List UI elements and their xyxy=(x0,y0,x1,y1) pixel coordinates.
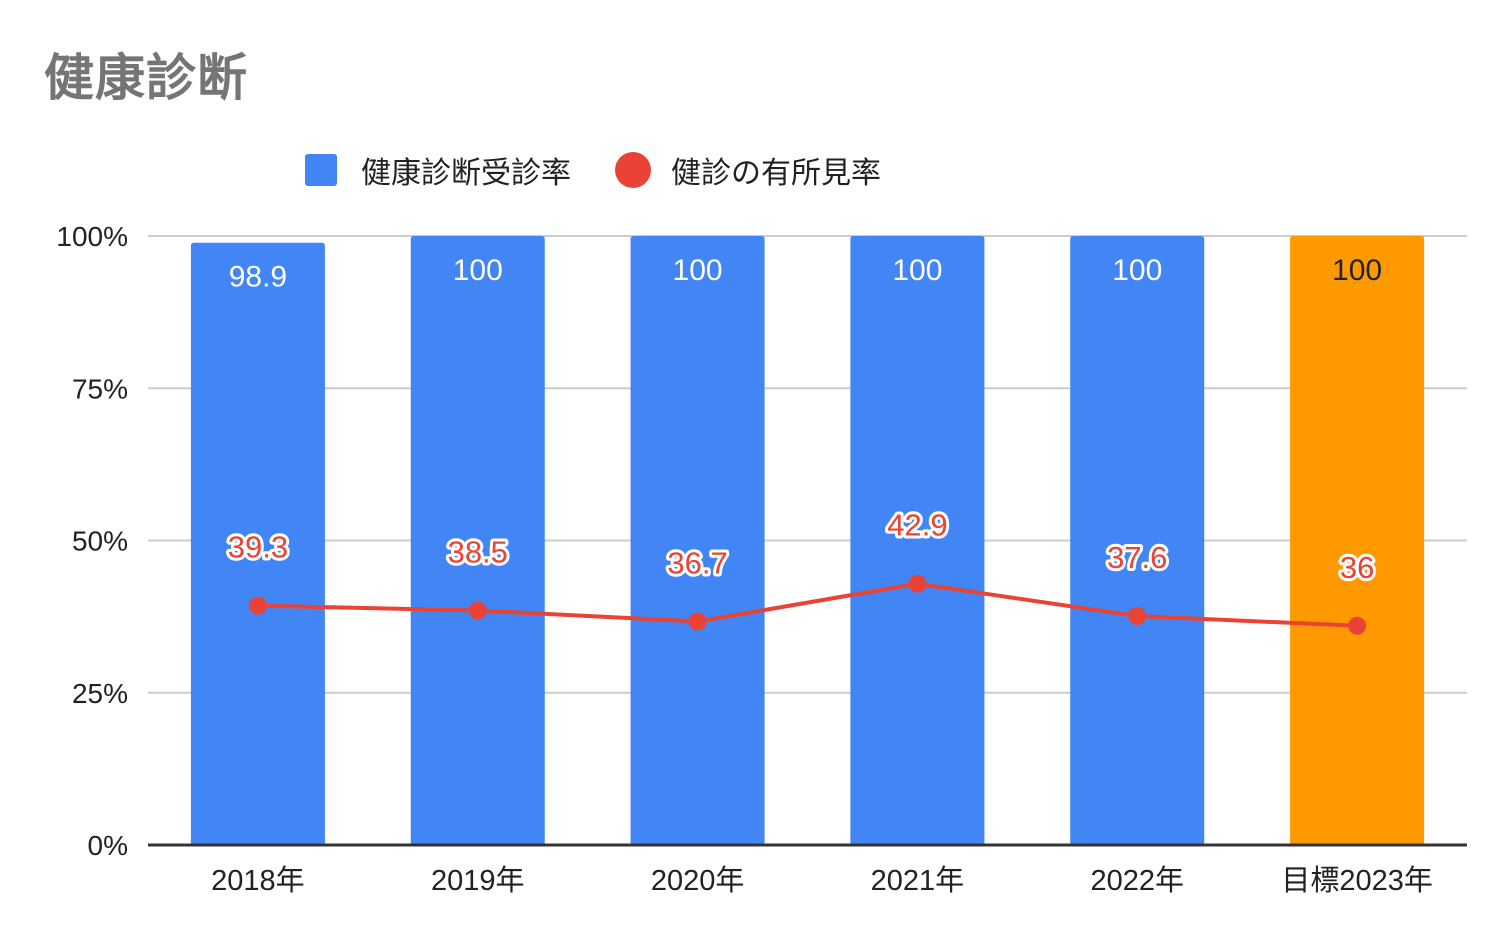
legend-label-bar: 健康診断受診率 xyxy=(361,156,571,191)
bar xyxy=(850,236,985,845)
bar-data-label: 100 xyxy=(892,254,942,287)
line-point xyxy=(908,574,927,593)
legend-label-line: 健診の有所見率 xyxy=(671,156,881,191)
x-tick-label: 目標2023年 xyxy=(1281,864,1433,897)
line-data-label: 38.5 xyxy=(448,535,508,570)
line-point xyxy=(1348,616,1367,635)
line-point xyxy=(1128,607,1147,626)
bar-data-label: 100 xyxy=(453,254,503,287)
line-point xyxy=(688,612,707,631)
bar-data-label: 100 xyxy=(1112,254,1162,287)
bar xyxy=(630,236,765,845)
legend-item-bar: 健康診断受診率 xyxy=(305,148,571,192)
bar xyxy=(1070,236,1205,845)
x-tick-label: 2022年 xyxy=(1090,864,1184,897)
series-line xyxy=(257,581,1358,628)
bar-data-label: 100 xyxy=(673,254,723,287)
bar xyxy=(410,236,545,845)
y-tick-label: 25% xyxy=(72,678,128,709)
x-tick-label: 2018年 xyxy=(211,864,305,897)
legend: 健康診断受診率 健診の有所見率 xyxy=(305,148,925,192)
bar-data-label: 98.9 xyxy=(229,261,287,294)
chart-title: 健康診断 xyxy=(44,49,248,107)
y-tick-label: 75% xyxy=(72,373,128,404)
bar-data-label: 100 xyxy=(1332,254,1382,287)
y-tick-label: 0% xyxy=(88,830,128,861)
x-tick-label: 2021年 xyxy=(871,864,965,897)
line-data-label: 36.7 xyxy=(667,545,727,580)
bar xyxy=(190,242,325,846)
bar xyxy=(1290,236,1425,845)
line-data-label: 36 xyxy=(1340,550,1374,585)
x-tick-label: 2020年 xyxy=(651,864,745,897)
legend-item-line: 健診の有所見率 xyxy=(615,148,881,192)
y-tick-label: 50% xyxy=(72,526,128,557)
y-tick-label: 100% xyxy=(56,221,128,252)
line-data-label: 42.9 xyxy=(887,508,947,543)
line-data-label: 39.3 xyxy=(228,530,288,565)
legend-swatch-line xyxy=(615,152,651,188)
line-data-label: 37.6 xyxy=(1107,540,1167,575)
line-point xyxy=(468,601,487,620)
line-point xyxy=(248,596,267,615)
legend-swatch-bar xyxy=(305,154,337,186)
x-tick-label: 2019年 xyxy=(431,864,525,897)
